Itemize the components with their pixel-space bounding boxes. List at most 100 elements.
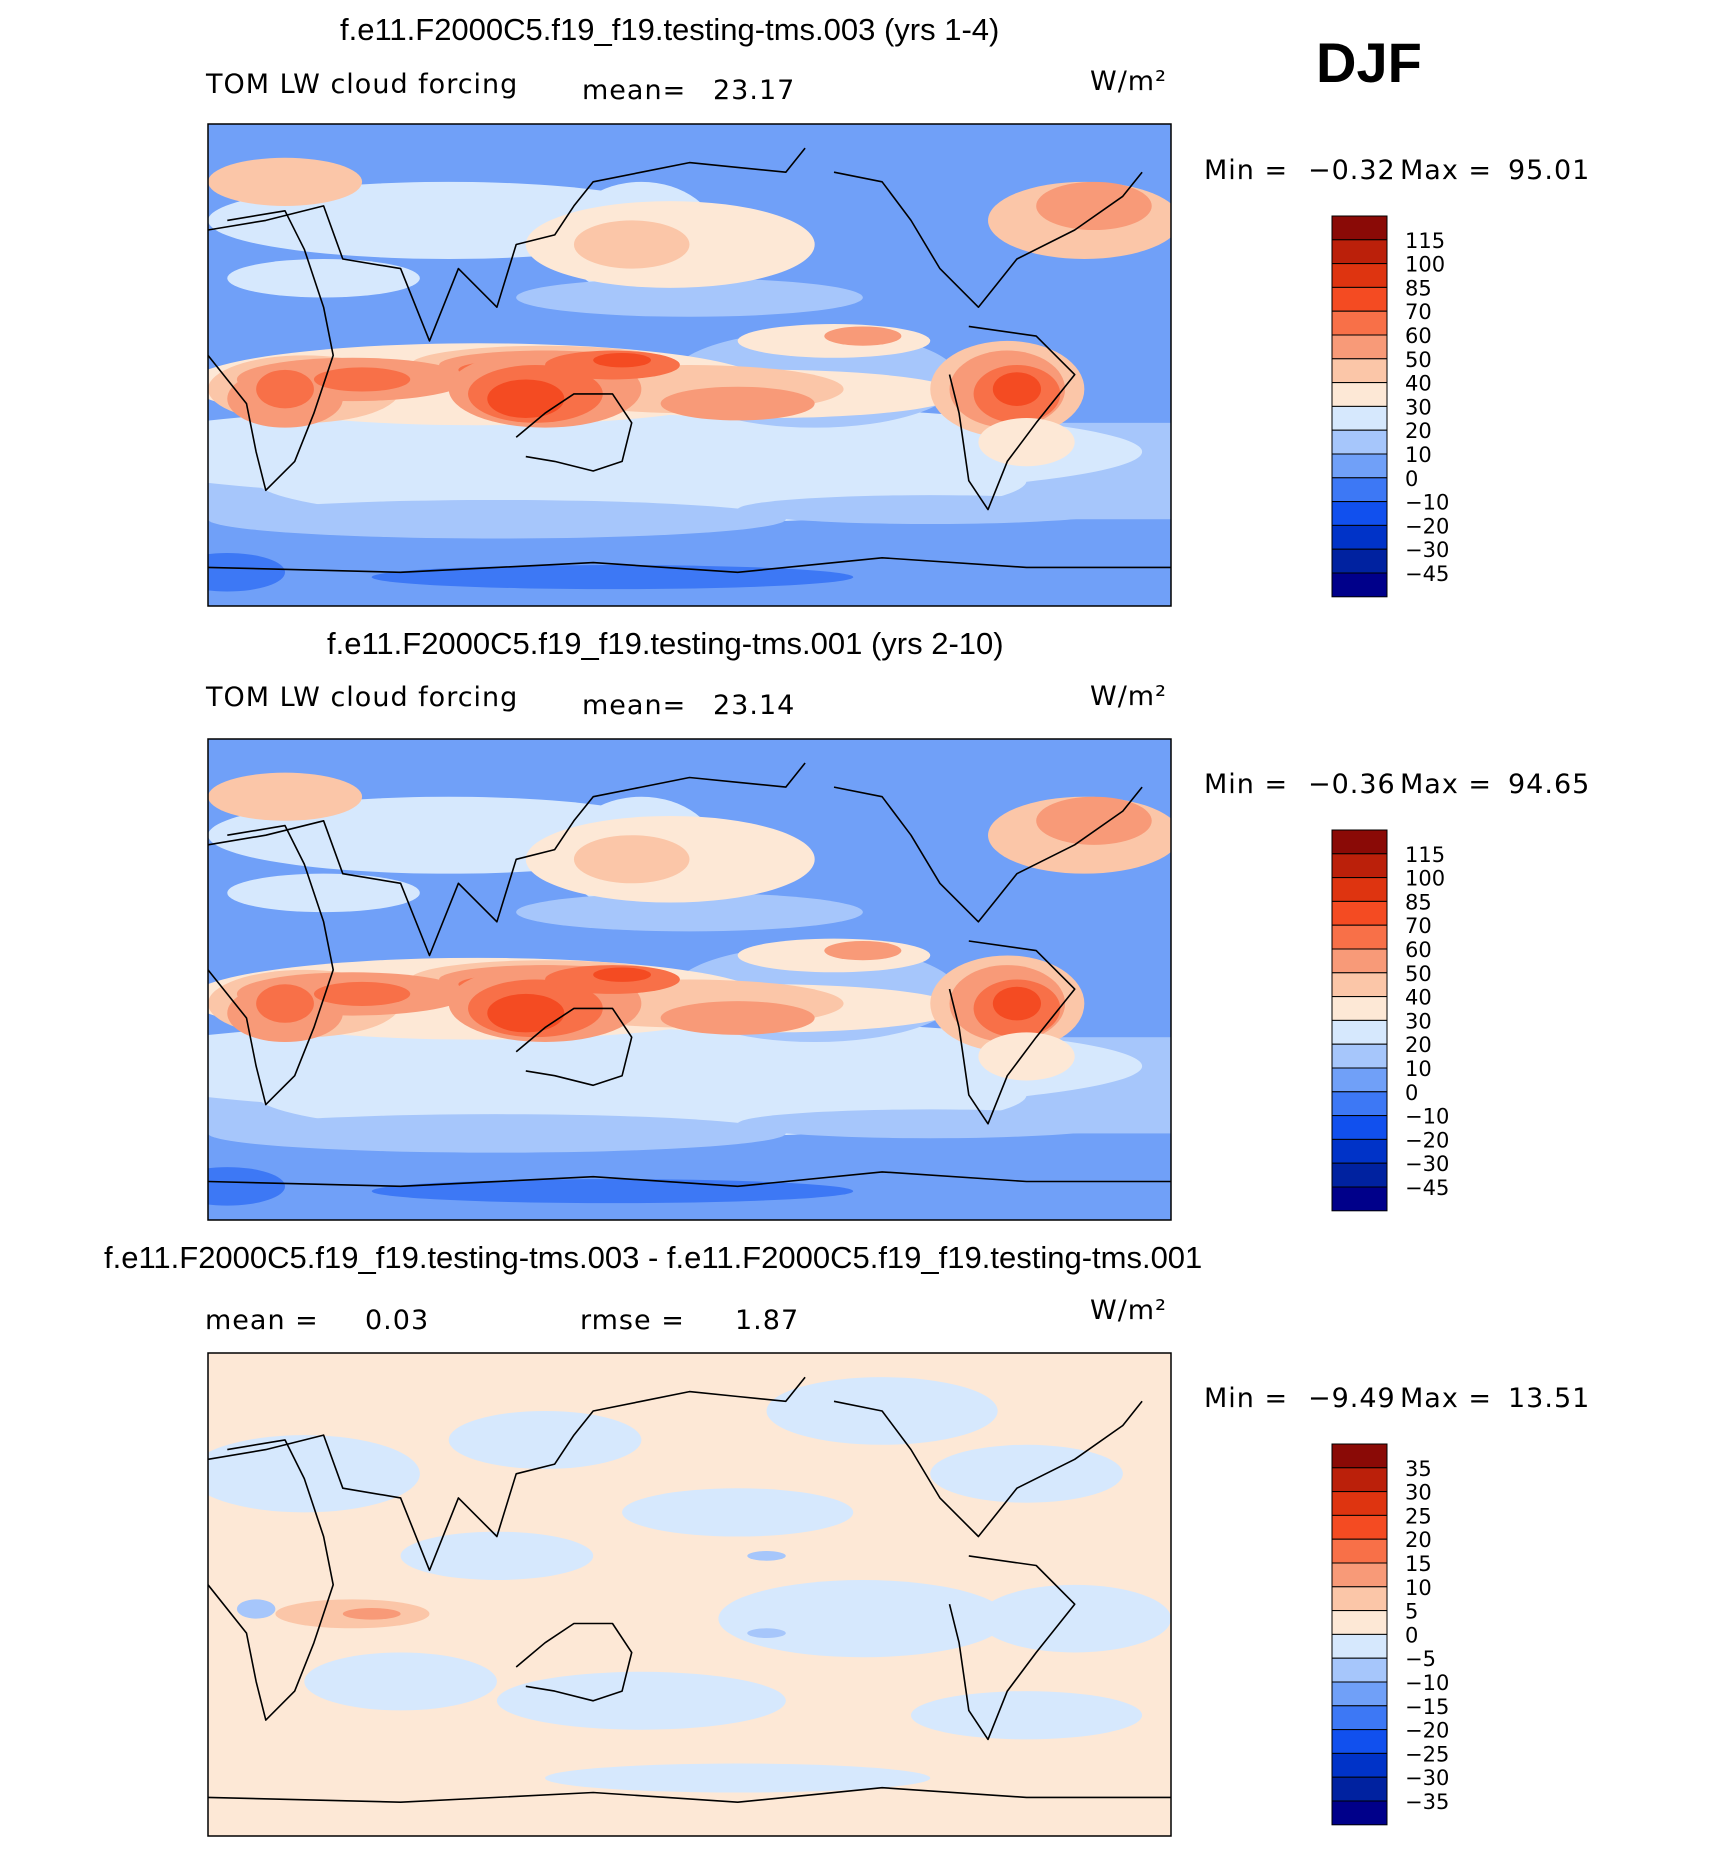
coastline [948, 325, 1076, 511]
colorbar-label: 100 [1405, 253, 1445, 277]
contour-region [747, 1628, 786, 1638]
contour-region [573, 835, 690, 884]
contour-region [371, 1179, 854, 1204]
contour-region [208, 1017, 1142, 1115]
colorbar-box [1331, 1657, 1388, 1683]
colorbar-box [1331, 382, 1388, 407]
colorbar-label: 115 [1405, 843, 1445, 867]
colorbar-box [1331, 877, 1388, 902]
colorbar-box [1331, 524, 1388, 550]
colorbar-label: 115 [1405, 229, 1445, 253]
coastline [208, 1376, 806, 1572]
contour-region [304, 1652, 497, 1711]
colorbar-box [1331, 1019, 1388, 1045]
panel-3-max-label: Max = [1400, 1383, 1493, 1414]
contour-region [208, 552, 286, 592]
contour-region [236, 1599, 276, 1619]
colorbar-box [1331, 1162, 1388, 1188]
contour-region [208, 1435, 420, 1513]
panel-3-mean-value: 0.03 [365, 1305, 430, 1336]
colorbar-box [1331, 1138, 1388, 1164]
panel-1-mean-label: mean= [582, 75, 687, 106]
colorbar-label: 10 [1405, 443, 1432, 467]
panel-2-mean-label: mean= [582, 690, 687, 721]
colorbar-label: 40 [1405, 372, 1432, 396]
colorbar-label: 70 [1405, 300, 1432, 324]
contour-region [978, 1584, 1171, 1653]
panel-2-title: f.e11.F2000C5.f19_f19.testing-tms.001 (y… [327, 626, 1004, 661]
panel-3-mean-label: mean = [205, 1305, 319, 1336]
colorbar-label: −45 [1405, 1176, 1449, 1200]
colorbar-label: 30 [1405, 1009, 1432, 1033]
colorbar-label: 15 [1405, 1552, 1432, 1576]
colorbar-label: −10 [1405, 1671, 1449, 1695]
contour-region [487, 379, 565, 419]
colorbar-label: −30 [1405, 538, 1449, 562]
contour-region [992, 372, 1041, 406]
contour-region [622, 1488, 854, 1537]
colorbar-box [1331, 1633, 1388, 1659]
colorbar-box [1331, 1610, 1388, 1635]
colorbar-label: 0 [1405, 1081, 1418, 1105]
contour-region [371, 565, 854, 590]
panel-1-units: W/m² [1090, 66, 1167, 97]
colorbar-label: −20 [1405, 1128, 1449, 1152]
colorbar-label: 30 [1405, 395, 1432, 419]
colorbar-box [1331, 1491, 1388, 1516]
colorbar-box [1331, 996, 1388, 1021]
contour-region [910, 1691, 1143, 1740]
panel-2-units: W/m² [1090, 681, 1167, 712]
colorbar-box [1331, 948, 1388, 974]
panel-2-variable: TOM LW cloud forcing [206, 682, 519, 713]
panel-3-title: f.e11.F2000C5.f19_f19.testing-tms.003 - … [104, 1240, 1203, 1275]
contour-region [978, 418, 1075, 467]
colorbar-label: 5 [1405, 1600, 1418, 1624]
contour-region [718, 1580, 1008, 1658]
contour-region [593, 967, 651, 982]
colorbar-box [1331, 1681, 1388, 1707]
colorbar-label: 20 [1405, 1528, 1432, 1552]
panel-1-title: f.e11.F2000C5.f19_f19.testing-tms.003 (y… [340, 12, 1000, 47]
contour-region [545, 1763, 931, 1793]
contour-region [737, 495, 1123, 525]
colorbar-box [1331, 924, 1388, 950]
colorbar-label: 0 [1405, 467, 1418, 491]
colorbar-label: −35 [1405, 1790, 1449, 1814]
coastline [515, 1622, 633, 1702]
colorbar-box [1331, 1705, 1388, 1731]
contour-region [342, 1608, 401, 1620]
colorbar-label: 100 [1405, 867, 1445, 891]
colorbar-box [1331, 215, 1388, 241]
contour-region [208, 499, 786, 539]
colorbar-box [1331, 900, 1388, 926]
contour-region [930, 1444, 1123, 1503]
panel-3-max-value: 13.51 [1508, 1383, 1591, 1414]
colorbar-box [1331, 286, 1388, 312]
contour-region [208, 403, 1142, 500]
colorbar-label: 85 [1405, 890, 1432, 914]
colorbar-box [1331, 972, 1388, 998]
contour-region [496, 1671, 786, 1730]
colorbar-box [1331, 1586, 1388, 1612]
colorbar-label: −15 [1405, 1695, 1449, 1719]
panel-2-min-label: Min = [1204, 769, 1289, 800]
colorbar-box [1331, 1776, 1388, 1802]
colorbar-label: 85 [1405, 276, 1432, 300]
map-frame-3 [207, 1352, 1172, 1837]
panel-1-max-value: 95.01 [1508, 155, 1591, 186]
colorbar-box [1331, 453, 1388, 479]
colorbar-label: −30 [1405, 1152, 1449, 1176]
coastline [833, 786, 1143, 923]
colorbar-label: 40 [1405, 986, 1432, 1010]
colorbar-label: −20 [1405, 1719, 1449, 1743]
colorbar-box [1331, 853, 1388, 879]
contour-region [824, 941, 902, 961]
contour-region [208, 157, 363, 206]
coastline [208, 1439, 334, 1721]
coastline [208, 824, 334, 1106]
colorbar-label: 50 [1405, 962, 1432, 986]
contour-region [516, 892, 863, 932]
contour-region [227, 258, 420, 298]
